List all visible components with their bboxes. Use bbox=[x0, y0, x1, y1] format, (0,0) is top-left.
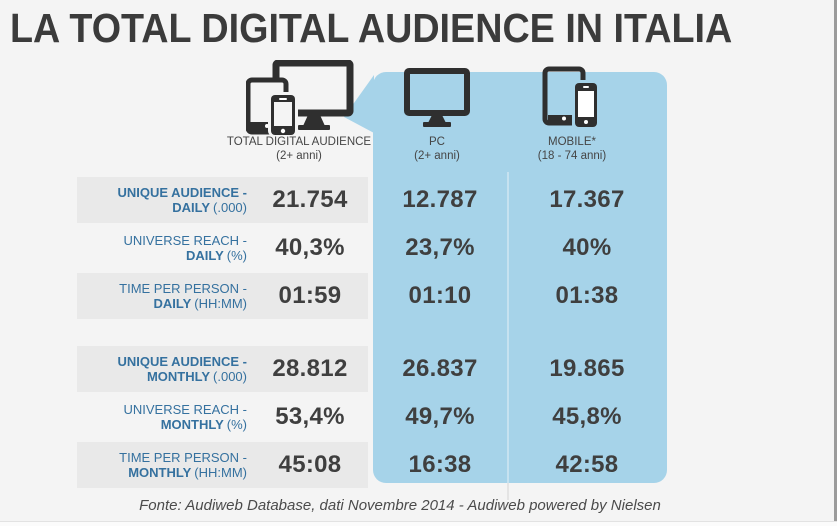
value-pc: 26.837 bbox=[402, 355, 478, 382]
column-label: PC bbox=[429, 136, 445, 148]
tablet-phone-icon bbox=[542, 66, 600, 130]
value-mobile: 19.865 bbox=[549, 355, 625, 382]
value-total: 40,3% bbox=[275, 234, 345, 261]
row-shade bbox=[77, 442, 368, 488]
value-total: 21.754 bbox=[272, 186, 348, 213]
column-label: MOBILE* bbox=[548, 136, 596, 148]
value-mobile: 17.367 bbox=[549, 186, 625, 213]
table-row: UNIVERSE REACH - MONTHLY (%) 53,4% 49,7% … bbox=[77, 394, 667, 440]
column-header-mobile: MOBILE* (18 - 74 anni) bbox=[494, 135, 650, 163]
value-mobile: 42:58 bbox=[555, 451, 619, 478]
row-label: UNIQUE AUDIENCE - MONTHLY (.000) bbox=[117, 354, 247, 384]
source-note: Fonte: Audiweb Database, dati Novembre 2… bbox=[139, 497, 661, 514]
row-label: TIME PER PERSON - DAILY (HH:MM) bbox=[119, 281, 247, 311]
value-mobile: 40% bbox=[562, 234, 612, 261]
table-row: UNIQUE AUDIENCE - MONTHLY (.000) 28.812 2… bbox=[77, 346, 667, 392]
row-label: TIME PER PERSON - MONTHLY (HH:MM) bbox=[119, 450, 247, 480]
value-total: 28.812 bbox=[272, 355, 348, 382]
value-pc: 01:10 bbox=[408, 282, 472, 309]
right-edge-divider bbox=[834, 0, 837, 526]
value-pc: 16:38 bbox=[408, 451, 472, 478]
column-sublabel: (2+ anni) bbox=[276, 150, 322, 162]
value-pc: 23,7% bbox=[405, 234, 475, 261]
page-title: LA TOTAL DIGITAL AUDIENCE IN ITALIA bbox=[10, 5, 733, 51]
row-label: UNIVERSE REACH - MONTHLY (%) bbox=[123, 402, 247, 432]
value-total: 01:59 bbox=[278, 282, 342, 309]
value-pc: 12.787 bbox=[402, 186, 478, 213]
row-shade bbox=[77, 273, 368, 319]
value-mobile: 45,8% bbox=[552, 403, 622, 430]
panel-tail-icon bbox=[344, 75, 374, 133]
column-header-pc: PC (2+ anni) bbox=[371, 135, 503, 163]
table-row: UNIVERSE REACH - DAILY (%) 40,3% 23,7% 40… bbox=[77, 225, 667, 271]
row-shade bbox=[77, 346, 368, 392]
platform-panel bbox=[373, 72, 667, 483]
row-shade bbox=[77, 177, 368, 223]
table-row: TIME PER PERSON - DAILY (HH:MM) 01:59 01:… bbox=[77, 273, 667, 319]
column-header-total: TOTAL DIGITAL AUDIENCE (2+ anni) bbox=[215, 135, 383, 163]
value-pc: 49,7% bbox=[405, 403, 475, 430]
row-label: UNIVERSE REACH - DAILY (%) bbox=[123, 233, 247, 263]
column-sublabel: (2+ anni) bbox=[414, 150, 460, 162]
row-label: UNIQUE AUDIENCE - DAILY (.000) bbox=[117, 185, 247, 215]
value-total: 45:08 bbox=[278, 451, 342, 478]
table-row: TIME PER PERSON - MONTHLY (HH:MM) 45:08 1… bbox=[77, 442, 667, 488]
divider-stub bbox=[507, 483, 509, 500]
devices-icon bbox=[246, 60, 354, 136]
column-label: TOTAL DIGITAL AUDIENCE bbox=[226, 136, 372, 148]
column-sublabel: (18 - 74 anni) bbox=[537, 150, 607, 162]
bottom-edge-divider bbox=[0, 521, 837, 526]
value-total: 53,4% bbox=[275, 403, 345, 430]
value-mobile: 01:38 bbox=[555, 282, 619, 309]
pc-mobile-divider bbox=[507, 172, 509, 483]
desktop-icon bbox=[404, 68, 470, 127]
table-row: UNIQUE AUDIENCE - DAILY (.000) 21.754 12.… bbox=[77, 177, 667, 223]
